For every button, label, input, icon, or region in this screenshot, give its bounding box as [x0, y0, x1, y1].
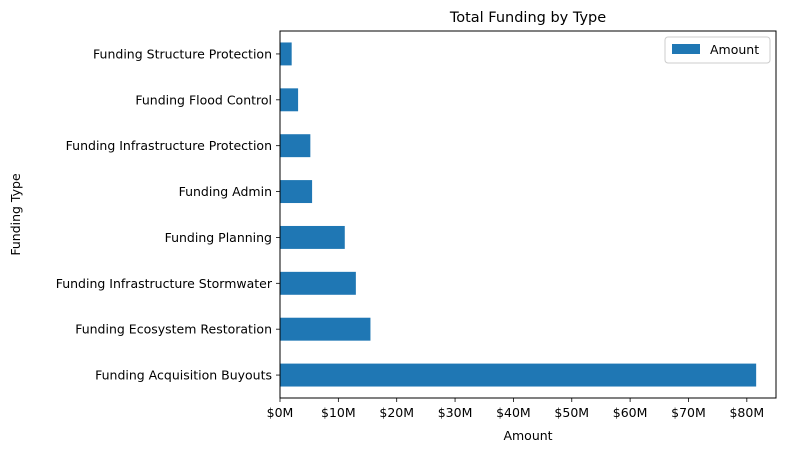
legend-label: Amount	[710, 42, 759, 57]
plot-frame	[279, 30, 777, 399]
bar-2	[280, 317, 371, 341]
bar-4	[280, 225, 345, 249]
x-tick-label: $50M	[554, 405, 589, 420]
bar-6	[280, 134, 311, 158]
y-axis-ticks: Funding Acquisition Buyouts Funding Ecosy…	[56, 46, 280, 383]
y-tick-label: Funding Admin	[179, 184, 272, 199]
x-tick-label: $0M	[267, 405, 294, 420]
x-tick-label: $10M	[321, 405, 356, 420]
x-tick-label: $60M	[613, 405, 648, 420]
bar-8	[280, 42, 292, 66]
x-tick-label: $70M	[671, 405, 706, 420]
x-tick-label: $40M	[496, 405, 531, 420]
x-tick-label: $20M	[379, 405, 414, 420]
bar-7	[280, 88, 299, 112]
legend-swatch	[672, 44, 700, 54]
y-tick-label: Funding Structure Protection	[93, 46, 272, 61]
legend-box	[664, 36, 771, 64]
y-tick-label: Funding Flood Control	[135, 92, 272, 107]
y-axis-title: Funding Type	[8, 173, 23, 256]
bar-1	[280, 363, 757, 387]
y-tick-label: Funding Acquisition Buyouts	[95, 368, 272, 383]
x-axis-title: Amount	[503, 428, 552, 443]
y-tick-label: Funding Planning	[165, 230, 272, 245]
legend: Amount	[664, 36, 771, 64]
chart-title: Total Funding by Type	[449, 10, 606, 26]
x-axis-ticks: $0M $10M $20M $30M $40M $50M $60M $70M $80M	[267, 398, 764, 420]
y-tick-label: Funding Infrastructure Protection	[66, 138, 272, 153]
y-tick-label: Funding Ecosystem Restoration	[75, 322, 272, 337]
bar-5	[280, 180, 313, 204]
x-tick-label: $30M	[438, 405, 473, 420]
x-tick-label: $80M	[729, 405, 764, 420]
bar-3	[280, 271, 356, 295]
bars-group	[280, 42, 757, 387]
y-tick-label: Funding Infrastructure Stormwater	[56, 276, 273, 291]
